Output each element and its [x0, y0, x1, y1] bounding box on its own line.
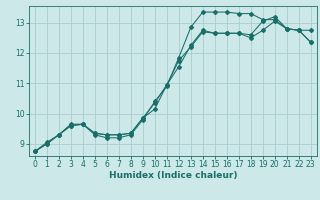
- X-axis label: Humidex (Indice chaleur): Humidex (Indice chaleur): [108, 171, 237, 180]
